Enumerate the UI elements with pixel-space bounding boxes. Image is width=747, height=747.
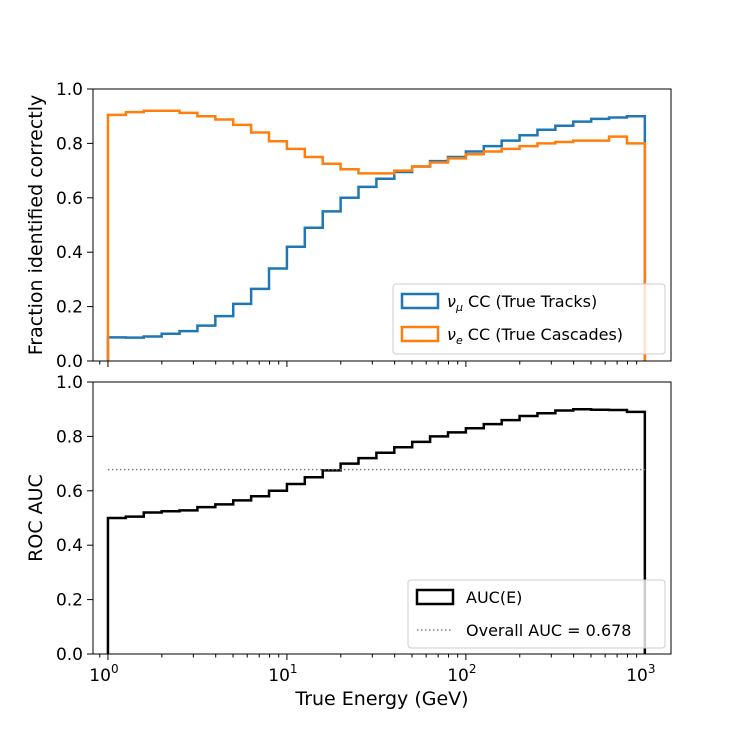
legend-subscript-numu: μ xyxy=(455,301,463,314)
legend-text-numu: CC (True Tracks) xyxy=(463,292,597,311)
bottom-y-tick-label: 1.0 xyxy=(56,373,83,393)
top-y-tick-label: 0.0 xyxy=(56,352,83,372)
legend-text-nue: CC (True Cascades) xyxy=(463,325,623,344)
legend-label-auc: AUC(E) xyxy=(466,588,522,607)
x-tick-base: 10 xyxy=(447,666,469,686)
bottom-axes-frame xyxy=(92,381,672,655)
bottom-y-axis: 0.0 0.2 0.4 0.6 0.8 1.0 xyxy=(56,373,93,665)
bottom-panel: 0.00.20.40.60.81.0 100 101 102 103 ROC AUC … xyxy=(25,373,672,710)
bottom-y-axis-label: ROC AUC xyxy=(25,474,47,562)
top-series-0-step-line xyxy=(106,114,647,361)
x-tick-base: 10 xyxy=(268,666,290,686)
bottom-y-tick-label: 0.2 xyxy=(56,591,83,611)
legend-swatch-auc xyxy=(415,588,455,606)
bottom-y-tick-label: 0.4 xyxy=(56,536,83,556)
x-tick-label: 100 xyxy=(89,662,118,686)
legend-label-nue: νe CC (True Cascades) xyxy=(447,325,623,347)
x-tick-exponent: 0 xyxy=(111,662,119,676)
top-x-ticks xyxy=(99,361,638,367)
legend-nu-symbol-nue: ν xyxy=(447,325,456,344)
x-tick-exponent: 3 xyxy=(648,662,656,676)
top-series-1-step-line xyxy=(106,109,647,361)
legend-label-numu: νμ CC (True Tracks) xyxy=(447,292,597,314)
bottom-y-tick-label: 0.0 xyxy=(56,645,83,665)
x-axis-label: True Energy (GeV) xyxy=(294,688,468,710)
bottom-plot-data xyxy=(106,407,647,654)
x-tick-exponent: 1 xyxy=(290,662,298,676)
x-tick-label: 103 xyxy=(626,662,655,686)
x-tick-base: 10 xyxy=(89,666,111,686)
top-plot-data xyxy=(106,109,647,361)
legend-label-overall-auc: Overall AUC = 0.678 xyxy=(466,621,631,640)
bottom-x-axis: 100 101 102 103 xyxy=(89,654,655,686)
x-tick-label: 101 xyxy=(268,662,297,686)
bottom-series-0-step-line xyxy=(106,407,647,654)
x-tick-label: 102 xyxy=(447,662,476,686)
top-legend-frame xyxy=(392,283,666,355)
top-legend: νμ CC (True Tracks) νe CC (True Cascades… xyxy=(392,283,666,355)
bottom-legend-frame xyxy=(407,579,666,649)
x-tick-exponent: 2 xyxy=(469,662,477,676)
legend-subscript-nue: e xyxy=(456,334,463,347)
top-y-tick-label: 0.4 xyxy=(56,243,83,263)
top-y-tick-label: 0.8 xyxy=(56,134,83,154)
legend-swatch-numu xyxy=(400,292,440,310)
legend-swatch-nue xyxy=(400,325,440,343)
bottom-legend: AUC(E) Overall AUC = 0.678 xyxy=(407,579,666,649)
top-y-tick-label: 1.0 xyxy=(56,80,83,100)
top-y-tick-label: 0.2 xyxy=(56,298,83,318)
x-tick-base: 10 xyxy=(626,666,648,686)
bottom-y-tick-label: 0.6 xyxy=(56,482,83,502)
top-panel: 0.0 0.2 0.4 0.6 0.8 1.0 Fraction identified c… xyxy=(25,80,672,372)
top-axes-frame xyxy=(92,88,672,362)
legend-nu-symbol-numu: ν xyxy=(447,292,456,311)
top-y-tick-label: 0.6 xyxy=(56,189,83,209)
bottom-y-tick-label: 0.8 xyxy=(56,427,83,447)
top-y-axis: 0.0 0.2 0.4 0.6 0.8 1.0 xyxy=(56,80,93,372)
top-y-axis-label: Fraction identified correctly xyxy=(25,95,47,356)
